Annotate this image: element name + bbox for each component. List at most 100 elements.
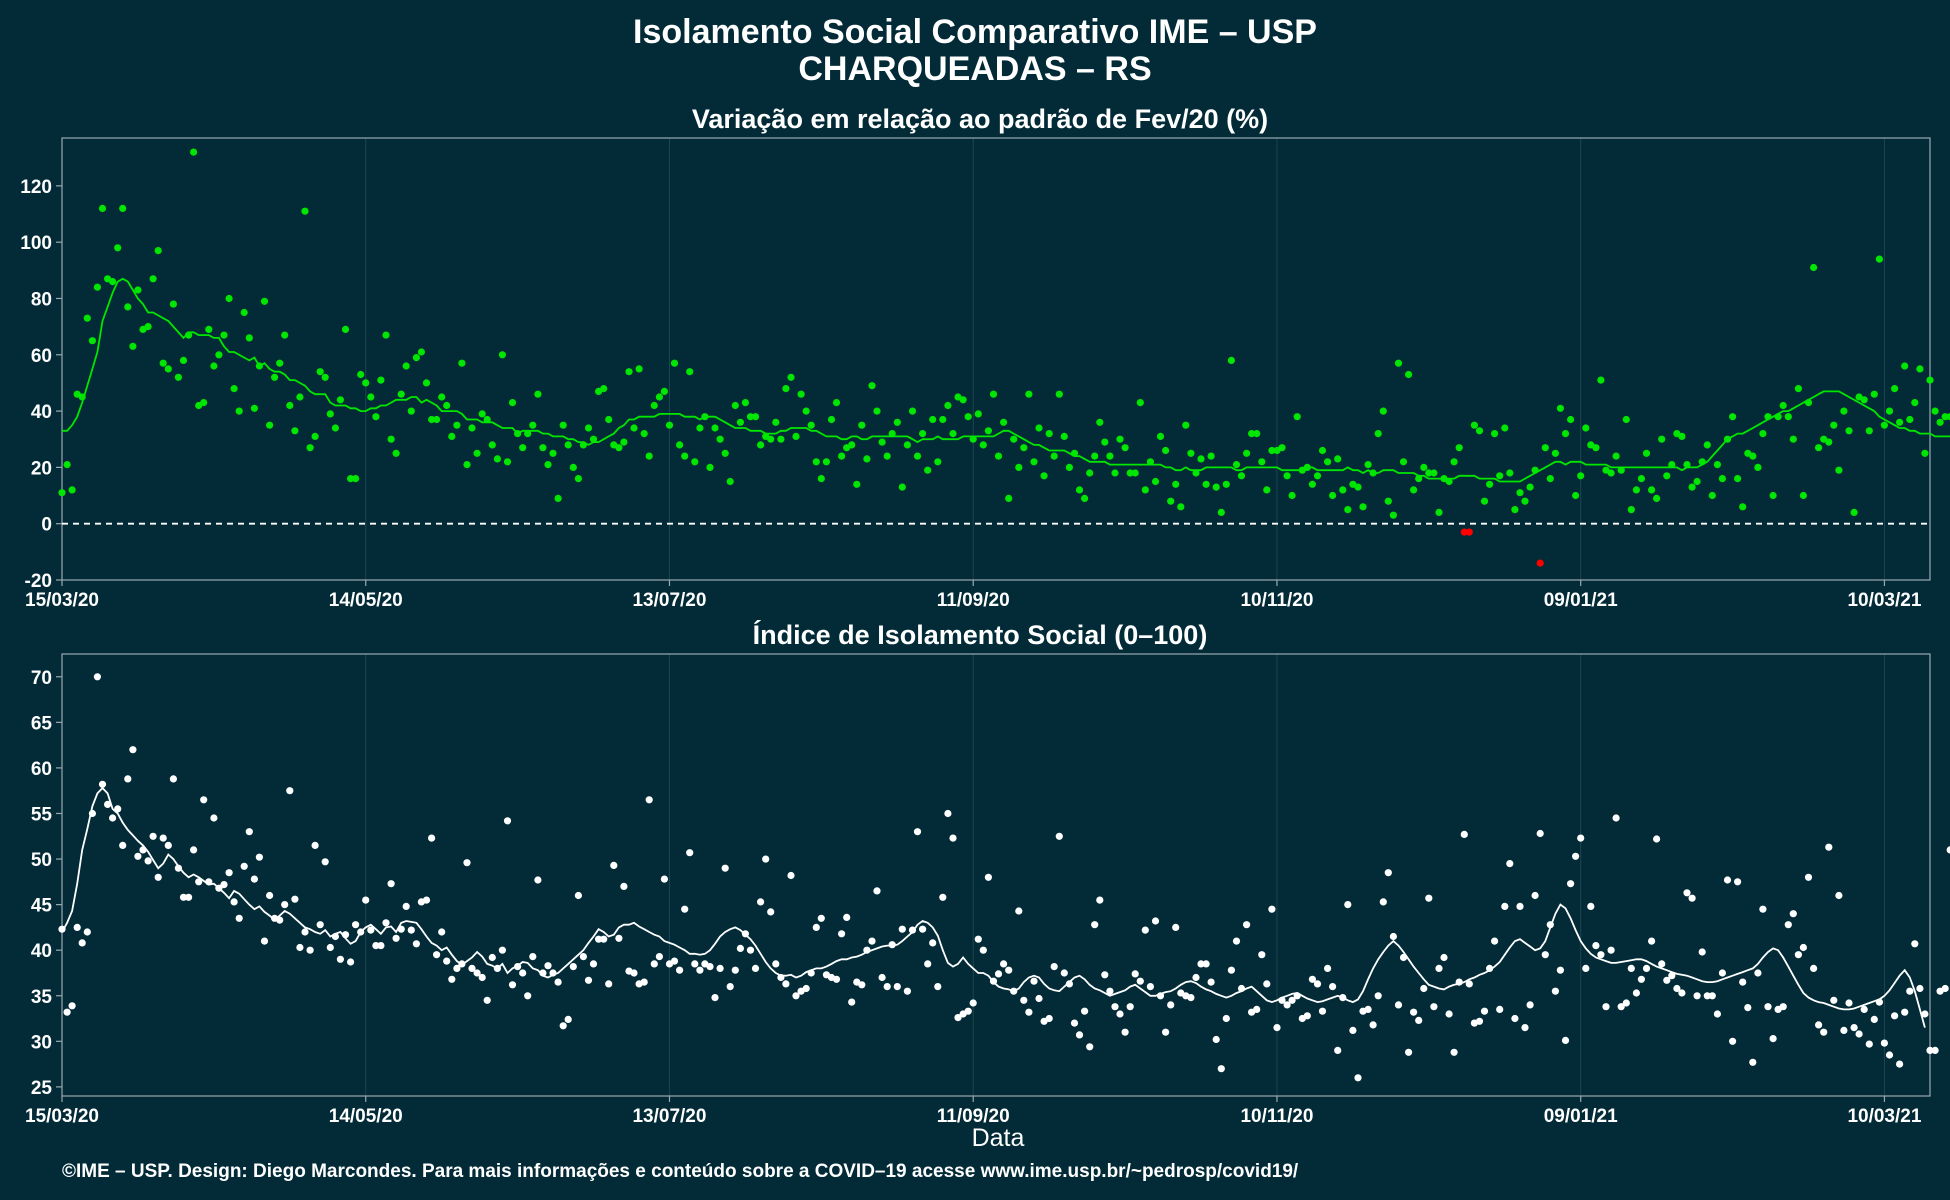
y-tick-label: -20 (25, 571, 52, 592)
data-point (584, 424, 593, 432)
data-point (1354, 1074, 1362, 1082)
data-point (1283, 1001, 1291, 1009)
data-point (1384, 497, 1392, 505)
data-point (210, 814, 218, 822)
data-point (1293, 992, 1301, 1000)
data-point (782, 385, 790, 393)
data-point (1141, 926, 1149, 934)
data-point (1794, 385, 1802, 393)
data-point (463, 461, 471, 469)
data-point (478, 410, 486, 418)
data-point (1116, 1010, 1124, 1018)
data-point (1860, 396, 1868, 404)
data-point (853, 480, 861, 488)
data-point (534, 876, 542, 884)
data-point (1749, 452, 1757, 460)
data-point (508, 981, 517, 989)
y-tick-label: 25 (31, 1078, 53, 1099)
data-point (1030, 977, 1038, 985)
data-point (1729, 1037, 1737, 1045)
data-point (1344, 901, 1352, 909)
data-point (240, 862, 248, 870)
data-point (498, 351, 506, 359)
data-point (1369, 469, 1377, 477)
data-point (1799, 943, 1807, 952)
data-point (1668, 461, 1676, 469)
data-point (1789, 435, 1797, 443)
data-point (1632, 486, 1640, 494)
data-point (1658, 960, 1666, 968)
panel-frame (61, 653, 1931, 1097)
data-point (286, 787, 294, 795)
data-point (1020, 444, 1028, 452)
data-point (179, 356, 188, 364)
data-point (1445, 477, 1453, 486)
data-point (721, 449, 729, 457)
data-point (58, 925, 66, 933)
data-point (1906, 415, 1914, 424)
data-point (670, 957, 679, 965)
data-point (600, 385, 608, 393)
data-point (1946, 846, 1950, 854)
data-point (225, 869, 233, 877)
data-point (665, 421, 674, 429)
data-point (1399, 458, 1408, 466)
y-tick-label: 35 (31, 987, 53, 1008)
data-point (291, 427, 299, 435)
data-point (736, 944, 745, 953)
data-point (326, 410, 334, 418)
data-point (893, 983, 901, 991)
data-point (635, 365, 643, 373)
data-point (291, 895, 299, 903)
data-point (266, 891, 274, 900)
data-point (1931, 1046, 1939, 1054)
data-point (433, 415, 441, 424)
data-point (357, 370, 365, 379)
data-point (1187, 994, 1195, 1002)
x-tick-label: 14/05/20 (329, 1106, 403, 1127)
data-point (225, 294, 233, 303)
data-point (1754, 463, 1762, 471)
data-point (1126, 1003, 1134, 1011)
data-point (802, 984, 810, 993)
data-point (1278, 996, 1286, 1004)
data-point (417, 348, 425, 356)
y-tick-label: 120 (20, 177, 52, 198)
data-point (1521, 1024, 1529, 1032)
data-point (630, 969, 638, 977)
data-point (1258, 951, 1266, 959)
data-point (1379, 898, 1387, 906)
data-point (230, 898, 238, 906)
data-point (372, 942, 380, 950)
data-point (488, 953, 496, 962)
data-point (1349, 1026, 1357, 1034)
data-point (1237, 984, 1246, 993)
data-point (989, 390, 998, 398)
data-point (1075, 1031, 1084, 1039)
data-point (670, 359, 679, 367)
data-point (235, 914, 243, 922)
data-point (200, 796, 208, 804)
data-point (1192, 469, 1200, 477)
data-point (676, 966, 684, 974)
data-point (1850, 1024, 1858, 1032)
data-point (1648, 486, 1656, 494)
data-point (777, 973, 785, 982)
data-point (564, 1015, 572, 1024)
data-point (1597, 376, 1605, 384)
data-point (164, 365, 172, 373)
data-point (883, 983, 891, 991)
data-point (1592, 444, 1600, 452)
data-point (377, 376, 385, 384)
data-point (1511, 1014, 1519, 1023)
data-point (650, 401, 658, 410)
x-tick-label: 10/11/20 (1240, 1106, 1313, 1127)
data-point (240, 308, 248, 317)
data-point (230, 385, 238, 393)
data-point (1551, 449, 1559, 457)
data-point (114, 244, 122, 252)
data-point (605, 415, 613, 424)
data-point (1572, 852, 1580, 860)
data-point (1739, 978, 1747, 986)
data-point (1141, 486, 1149, 494)
